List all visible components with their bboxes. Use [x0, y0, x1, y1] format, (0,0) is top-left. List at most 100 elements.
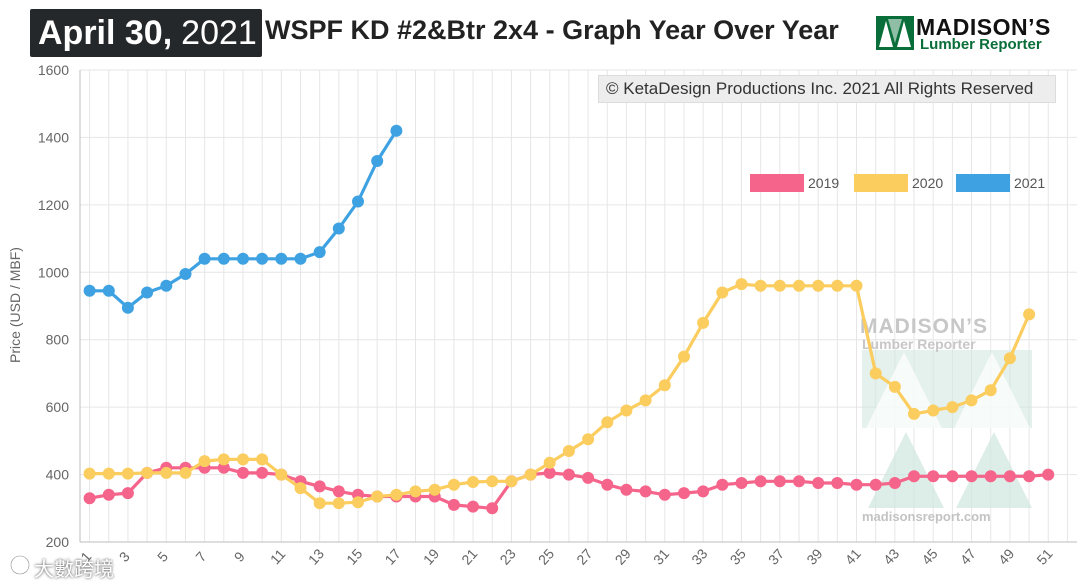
data-point-2019[interactable]	[850, 478, 863, 491]
data-point-2020[interactable]	[620, 404, 633, 417]
data-point-2020[interactable]	[371, 490, 384, 503]
data-point-2021[interactable]	[390, 124, 403, 137]
data-point-2020[interactable]	[754, 279, 767, 292]
data-point-2019[interactable]	[831, 477, 844, 489]
data-point-2019[interactable]	[562, 468, 575, 481]
data-point-2020[interactable]	[524, 468, 537, 481]
data-point-2019[interactable]	[793, 475, 805, 488]
data-point-2020[interactable]	[908, 407, 920, 420]
data-point-2021[interactable]	[217, 252, 230, 265]
data-point-2020[interactable]	[1023, 308, 1036, 321]
data-point-2019[interactable]	[543, 466, 556, 479]
data-point-2020[interactable]	[198, 455, 211, 468]
data-point-2021[interactable]	[179, 268, 192, 280]
data-point-2019[interactable]	[869, 478, 882, 491]
data-point-2021[interactable]	[256, 252, 269, 265]
data-point-2020[interactable]	[562, 445, 575, 457]
data-point-2019[interactable]	[313, 480, 326, 493]
data-point-2019[interactable]	[639, 485, 652, 498]
data-point-2019[interactable]	[582, 471, 595, 484]
data-point-2020[interactable]	[83, 467, 96, 480]
data-point-2019[interactable]	[1003, 470, 1016, 483]
data-point-2020[interactable]	[179, 466, 192, 479]
data-point-2020[interactable]	[793, 279, 805, 292]
data-point-2019[interactable]	[735, 477, 748, 489]
data-point-2020[interactable]	[965, 394, 978, 407]
data-point-2020[interactable]	[275, 468, 288, 481]
data-point-2021[interactable]	[332, 222, 345, 235]
data-point-2020[interactable]	[888, 380, 901, 393]
data-point-2019[interactable]	[946, 470, 959, 483]
data-point-2021[interactable]	[371, 155, 384, 167]
data-point-2020[interactable]	[831, 279, 844, 292]
data-point-2020[interactable]	[927, 404, 940, 417]
data-point-2020[interactable]	[639, 394, 652, 407]
data-point-2020[interactable]	[352, 496, 364, 509]
data-point-2020[interactable]	[294, 482, 307, 495]
data-point-2020[interactable]	[467, 476, 479, 488]
data-point-2021[interactable]	[121, 301, 134, 314]
data-point-2020[interactable]	[1003, 352, 1016, 365]
data-point-2020[interactable]	[678, 350, 690, 363]
data-point-2021[interactable]	[83, 284, 96, 297]
data-point-2019[interactable]	[121, 487, 134, 500]
data-point-2021[interactable]	[237, 252, 249, 265]
data-point-2019[interactable]	[927, 470, 940, 483]
data-point-2019[interactable]	[888, 477, 901, 489]
data-point-2020[interactable]	[409, 485, 422, 498]
data-point-2020[interactable]	[486, 475, 499, 488]
data-point-2019[interactable]	[332, 485, 345, 498]
data-point-2019[interactable]	[237, 466, 249, 479]
data-point-2020[interactable]	[160, 466, 173, 479]
data-point-2019[interactable]	[256, 466, 269, 479]
data-point-2021[interactable]	[141, 286, 154, 299]
data-point-2019[interactable]	[697, 485, 710, 498]
data-point-2021[interactable]	[160, 279, 173, 292]
data-point-2019[interactable]	[984, 470, 997, 483]
data-point-2019[interactable]	[754, 475, 767, 488]
data-point-2021[interactable]	[294, 252, 307, 265]
data-point-2020[interactable]	[313, 497, 326, 510]
data-point-2019[interactable]	[812, 477, 825, 489]
data-point-2019[interactable]	[447, 498, 460, 511]
data-point-2019[interactable]	[1023, 470, 1036, 483]
data-point-2020[interactable]	[447, 478, 460, 491]
data-point-2020[interactable]	[102, 467, 115, 480]
data-point-2020[interactable]	[141, 466, 154, 479]
data-point-2020[interactable]	[773, 279, 786, 292]
data-point-2019[interactable]	[467, 500, 479, 513]
data-point-2020[interactable]	[428, 483, 441, 496]
data-point-2019[interactable]	[102, 488, 115, 501]
data-point-2020[interactable]	[582, 433, 595, 446]
data-point-2020[interactable]	[217, 453, 230, 466]
data-point-2021[interactable]	[275, 252, 288, 265]
data-point-2021[interactable]	[198, 252, 211, 265]
data-point-2020[interactable]	[697, 316, 710, 329]
data-point-2021[interactable]	[313, 246, 326, 259]
data-point-2020[interactable]	[601, 416, 614, 429]
data-point-2020[interactable]	[505, 475, 518, 488]
data-point-2020[interactable]	[946, 401, 959, 414]
data-point-2021[interactable]	[102, 284, 115, 297]
data-point-2019[interactable]	[601, 478, 614, 491]
data-point-2020[interactable]	[812, 279, 825, 292]
data-point-2020[interactable]	[716, 286, 729, 299]
data-point-2020[interactable]	[332, 497, 345, 510]
data-point-2020[interactable]	[390, 488, 403, 501]
data-point-2019[interactable]	[1042, 468, 1055, 481]
data-point-2021[interactable]	[352, 195, 364, 208]
data-point-2019[interactable]	[965, 470, 978, 483]
data-point-2020[interactable]	[543, 456, 556, 469]
data-point-2020[interactable]	[735, 278, 748, 291]
data-point-2019[interactable]	[217, 461, 230, 474]
data-point-2019[interactable]	[908, 470, 920, 483]
data-point-2020[interactable]	[658, 379, 671, 392]
data-point-2019[interactable]	[716, 478, 729, 491]
data-point-2020[interactable]	[256, 453, 269, 466]
data-point-2020[interactable]	[984, 384, 997, 397]
data-point-2020[interactable]	[850, 279, 863, 292]
data-point-2019[interactable]	[83, 492, 96, 505]
data-point-2020[interactable]	[869, 367, 882, 380]
data-point-2019[interactable]	[773, 475, 786, 488]
data-point-2020[interactable]	[237, 453, 249, 466]
